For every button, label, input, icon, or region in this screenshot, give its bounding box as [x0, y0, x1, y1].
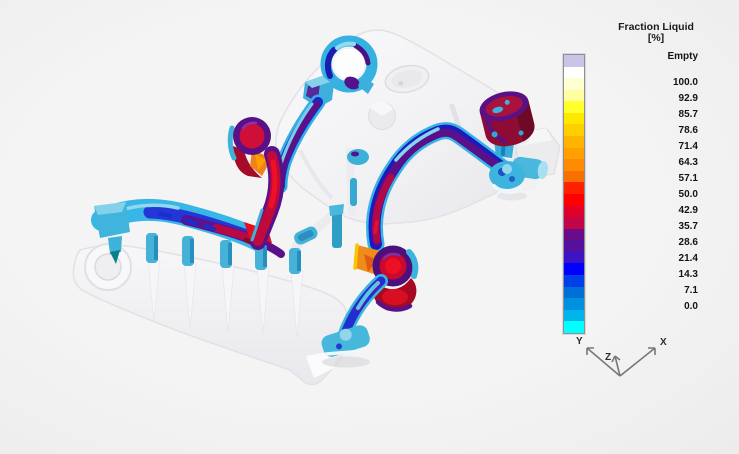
legend-band	[564, 298, 584, 310]
legend-label: 35.7	[678, 221, 698, 232]
legend-band	[564, 321, 584, 333]
legend-label: 78.6	[678, 125, 698, 136]
casting-ring-hole	[84, 243, 132, 291]
legend-band	[564, 274, 584, 287]
legend-band	[564, 89, 584, 102]
axis-label-z: Z	[605, 352, 611, 363]
legend-band	[564, 240, 584, 252]
legend-colorbar	[563, 54, 585, 334]
legend-label: 14.3	[678, 269, 698, 280]
legend-band	[564, 251, 584, 264]
legend-band	[564, 217, 584, 229]
boss-lower-center	[353, 243, 419, 312]
lower-branch-runner	[321, 274, 388, 357]
legend: Fraction Liquid [%]	[558, 20, 710, 350]
legend-band	[564, 263, 584, 275]
legend-band	[564, 309, 584, 322]
legend-label: 50.0	[678, 189, 698, 200]
legend-band	[564, 78, 584, 90]
legend-title: Fraction Liquid [%]	[604, 22, 708, 44]
legend-band	[564, 136, 584, 148]
legend-label: 92.9	[678, 93, 698, 104]
legend-label: 42.9	[678, 205, 698, 216]
legend-label: 64.3	[678, 157, 698, 168]
ingate-pins	[146, 233, 301, 274]
legend-band	[564, 55, 584, 67]
boss-top-right	[479, 91, 535, 147]
casting-boss-large	[384, 64, 430, 94]
legend-label: 100.0	[672, 77, 698, 88]
legend-band	[564, 124, 584, 137]
boss-upper-left	[227, 117, 272, 178]
legend-label: 57.1	[678, 173, 698, 184]
legend-label: 0.0	[684, 301, 698, 312]
legend-band	[564, 112, 584, 125]
legend-band	[564, 170, 584, 183]
legend-label: 21.4	[678, 253, 698, 264]
legend-label: 85.7	[678, 109, 698, 120]
legend-label: 28.6	[678, 237, 698, 248]
right-long-runner	[366, 122, 513, 253]
casting-boss-small	[368, 102, 396, 130]
legend-label: 71.4	[678, 141, 698, 152]
runner-system	[91, 35, 548, 357]
axis-label-y: Y	[576, 336, 583, 347]
legend-band	[564, 66, 584, 79]
center-vent-pins	[294, 149, 369, 248]
axis-triad: Y X Z	[576, 336, 667, 377]
s-runner	[250, 146, 285, 250]
axis-label-x: X	[660, 337, 667, 348]
legend-title-line1: Fraction Liquid	[618, 21, 694, 33]
legend-band	[564, 147, 584, 160]
clamp-ring	[320, 35, 378, 94]
legend-label: Empty	[667, 51, 698, 62]
legend-title-units: [%]	[647, 32, 665, 44]
legend-band	[564, 182, 584, 194]
legend-band	[564, 101, 584, 113]
legend-band	[564, 193, 584, 206]
legend-band	[564, 159, 584, 171]
legend-label: 7.1	[684, 285, 698, 296]
legend-band	[564, 286, 584, 299]
legend-band	[564, 228, 584, 241]
legend-band	[564, 205, 584, 218]
